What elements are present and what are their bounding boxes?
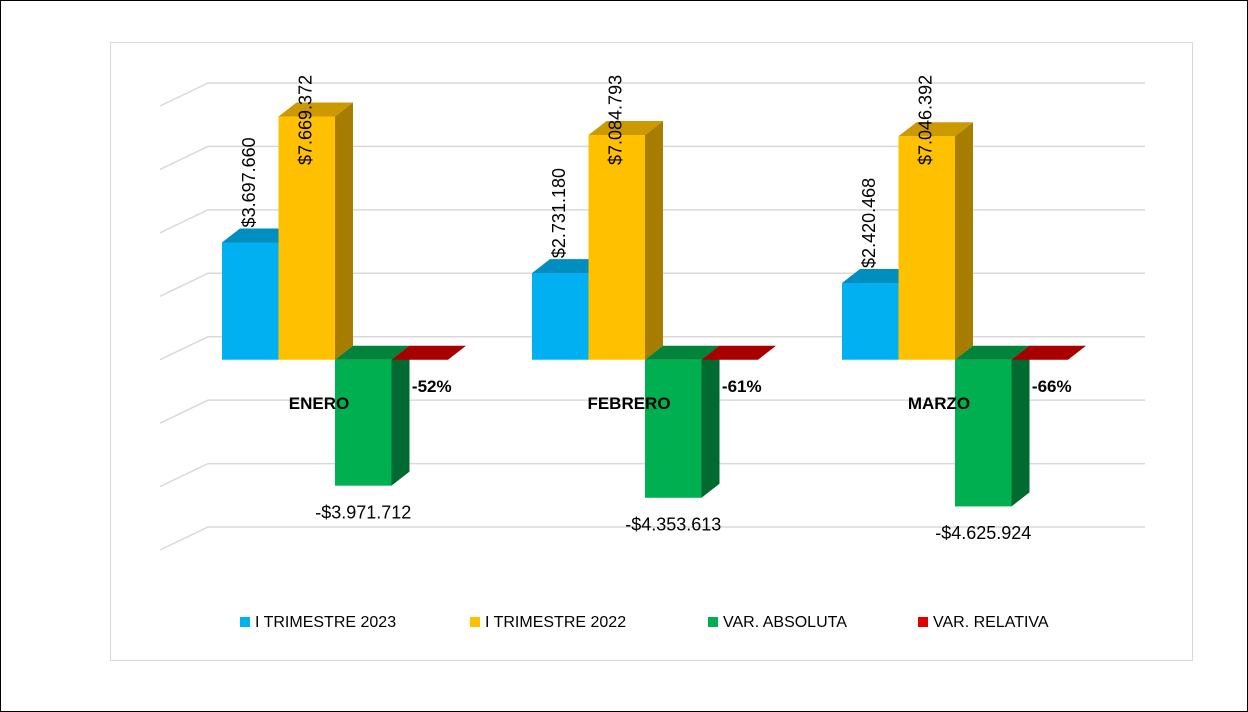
bar-side [955,122,973,360]
category-label: MARZO [908,394,970,413]
grid-line [159,209,1145,234]
value-label: $2.731.180 [549,168,569,258]
bar [898,122,973,360]
grid-line [159,399,1145,424]
bar-top [335,345,410,360]
bar [645,345,720,498]
grid-line [159,462,1145,488]
category-label: ENERO [289,394,349,413]
legend-label: VAR. ABSOLUTA [723,614,847,631]
bar-top [532,259,607,274]
legend-label: I TRIMESTRE 2022 [485,614,626,631]
grid-line [159,272,1145,297]
bar-front [335,359,392,486]
bar-front [898,136,955,360]
bar-top [391,345,466,360]
bar-top [278,102,353,117]
bar [955,345,1030,507]
bar-top [1011,345,1086,360]
value-label: -$3.971.712 [315,502,411,522]
value-label: $7.084.793 [606,75,626,165]
bar [391,345,466,360]
bar-top [898,122,973,137]
value-label: -$4.625.924 [935,523,1031,543]
bar-top [701,345,776,360]
legend-swatch [708,617,718,627]
value-label: $3.697.660 [239,137,259,227]
legend-swatch [918,617,928,627]
value-label: -$4.353.613 [625,515,721,535]
value-label: $2.420.468 [859,178,879,268]
grid-line [159,145,1145,171]
bar [335,345,410,486]
legend-label: I TRIMESTRE 2023 [255,614,396,631]
bar-top [222,228,297,243]
category-label: FEBRERO [587,394,670,413]
grid-line [159,335,1145,361]
value-label: -52% [412,377,452,396]
bar-top [955,345,1030,360]
legend-swatch [240,617,250,627]
value-label: -61% [722,377,762,396]
bar-front [842,282,899,360]
bar-side [645,121,663,360]
bar-front [222,242,279,360]
legend-swatch [470,617,480,627]
value-label: $7.669.372 [296,75,316,165]
bar [1011,345,1086,360]
legend-label: VAR. RELATIVA [933,614,1049,631]
bar-front [278,116,335,360]
value-label: $7.046.392 [916,75,936,165]
value-label: -66% [1032,377,1072,396]
bar-front [588,135,645,360]
bar-side [1011,345,1030,507]
bar-front [645,359,702,498]
bar-front [532,273,589,360]
bar-front [955,359,1012,507]
bar [588,121,663,360]
bar-top [842,268,917,283]
bar [701,345,776,360]
bar-top [645,345,720,360]
grid-line [159,526,1145,551]
bar-side [701,345,720,498]
bar-top [588,121,663,136]
bar-side [391,345,410,486]
grid-line [159,82,1145,107]
bar-side [335,102,353,360]
bar [278,102,353,360]
